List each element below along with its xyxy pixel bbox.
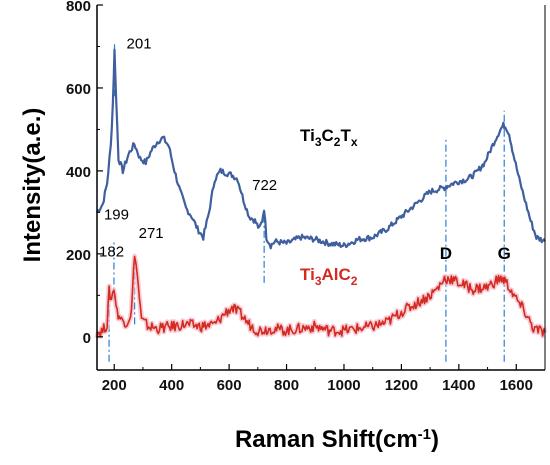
y-axis-title: Intensity(a.e.) xyxy=(19,108,46,263)
y-tick-label: 200 xyxy=(66,247,91,264)
peak-label-199: 199 xyxy=(104,206,129,223)
series-label-ti3c2tx: Ti3C2Tx xyxy=(300,126,358,149)
band-label-G: G xyxy=(498,244,511,263)
y-tick-label: 600 xyxy=(66,81,91,98)
x-axis-title: Raman Shift(cm-1) xyxy=(235,426,439,454)
axes: 200 400 600 800 1000 1200 1400 1600 0 200 400 600 80… xyxy=(66,0,546,394)
x-tick-label: 600 xyxy=(217,377,242,394)
series-label-ti3alc2: Ti3AlC2 xyxy=(300,265,358,288)
x-tick-label: 1000 xyxy=(327,377,360,394)
band-label-D: D xyxy=(440,244,452,263)
x-tick-label: 800 xyxy=(274,377,299,394)
peak-label-271: 271 xyxy=(139,225,164,242)
peak-label-182: 182 xyxy=(99,244,124,261)
peak-label-722: 722 xyxy=(252,177,277,194)
x-tick-label: 1400 xyxy=(442,377,475,394)
x-tick-label: 200 xyxy=(102,377,127,394)
x-tick-label: 400 xyxy=(159,377,184,394)
x-tick-label: 1200 xyxy=(385,377,418,394)
series-ti3alc2-line xyxy=(96,255,546,339)
y-tick-label: 800 xyxy=(66,0,91,15)
plot-area xyxy=(94,42,548,362)
peak-label-201: 201 xyxy=(127,36,152,53)
series-ti3c2tx-line xyxy=(96,48,546,250)
x-tick-label: 1600 xyxy=(500,377,533,394)
y-tick-label: 400 xyxy=(66,164,91,181)
annotations: 201 722 199 182 271 D G Ti3C2Tx Ti3AlC2 xyxy=(99,36,511,288)
y-tick-label: 0 xyxy=(83,330,91,347)
